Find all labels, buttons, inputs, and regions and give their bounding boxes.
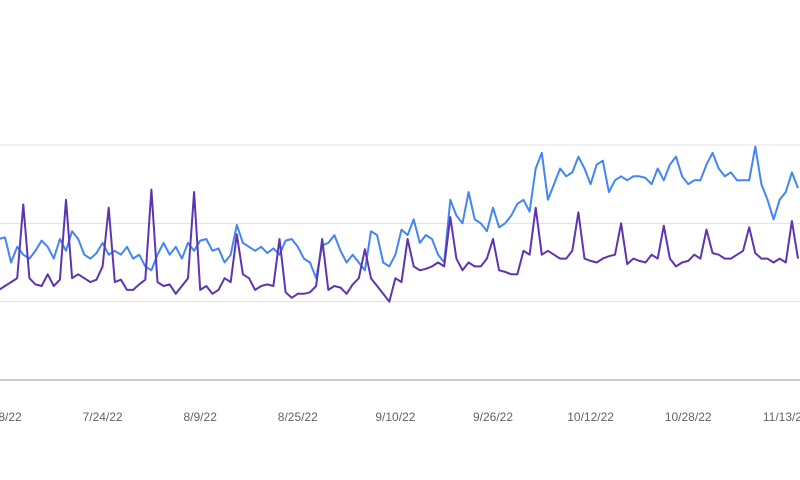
series-line [0,188,799,303]
x-tick-label: 8/9/22 [184,410,218,424]
x-tick-label: 8/25/22 [278,410,318,424]
x-tick-label: 7/8/22 [0,410,22,424]
x-tick-label: 7/24/22 [83,410,123,424]
x-tick-label: 9/26/22 [473,410,513,424]
x-tick-label: 10/28/22 [665,410,712,424]
series-line [0,145,799,280]
x-tick-label: 9/10/22 [375,410,415,424]
x-tick-label: 11/13/22 [763,410,800,424]
x-tick-label: 10/12/22 [567,410,614,424]
